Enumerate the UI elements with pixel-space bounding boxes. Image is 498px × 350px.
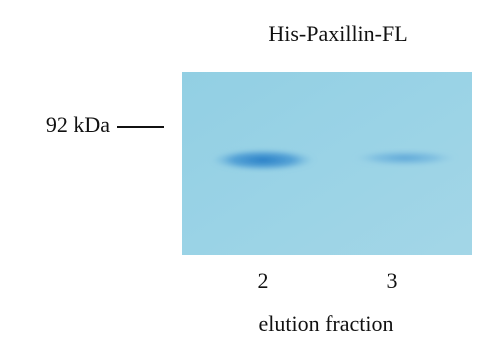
lane-label: 2 bbox=[258, 268, 269, 293]
gel-figure: His-Paxillin-FL 92 kDa 2 3 elution fract… bbox=[0, 0, 498, 345]
band-lane-3 bbox=[353, 150, 457, 166]
band-lane-2 bbox=[211, 149, 315, 171]
figure-title: His-Paxillin-FL bbox=[268, 21, 407, 46]
lane-label: 3 bbox=[387, 268, 398, 293]
marker-label: 92 kDa bbox=[46, 112, 110, 137]
x-axis-label: elution fraction bbox=[258, 311, 393, 336]
